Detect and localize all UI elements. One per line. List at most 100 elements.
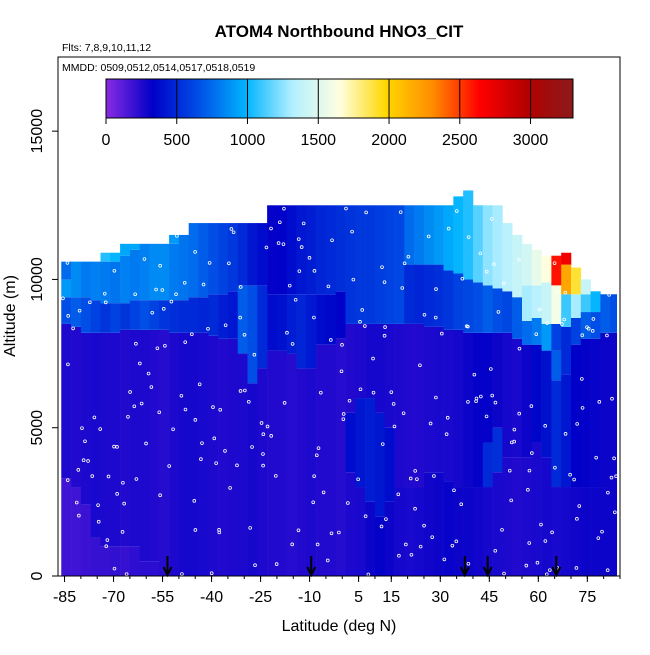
sample-point <box>312 315 316 320</box>
heatmap-cell <box>296 368 307 576</box>
heatmap-cell <box>531 249 542 286</box>
heatmap-cell <box>110 303 121 333</box>
heatmap-cell <box>325 205 337 295</box>
heatmap-cell <box>404 487 415 576</box>
sample-point <box>316 446 321 450</box>
heatmap-cell <box>414 205 425 265</box>
sample-point <box>575 422 579 426</box>
flights-label: Flts: 7,8,9,10,11,12 <box>62 42 151 54</box>
sample-point <box>218 407 223 412</box>
sample-point <box>543 539 548 543</box>
sample-point <box>269 226 273 231</box>
sample-point <box>413 506 417 511</box>
heatmap-cell <box>374 323 386 413</box>
sample-point <box>337 530 341 535</box>
sample-point <box>507 468 512 473</box>
sample-point <box>392 424 397 429</box>
sample-point <box>325 558 330 563</box>
sample-point <box>223 323 228 328</box>
colorbar-tick-label: 3000 <box>513 132 549 149</box>
heatmap-cell <box>492 332 503 428</box>
heatmap-cell <box>502 223 513 292</box>
heatmap-cell <box>159 243 170 301</box>
sample-point <box>88 300 92 305</box>
sample-point <box>161 307 166 311</box>
heatmap-cell <box>610 332 618 576</box>
heatmap-cell <box>521 320 533 345</box>
sample-point <box>264 245 269 250</box>
heatmap-cell <box>561 294 572 327</box>
sample-point <box>472 372 477 377</box>
heatmap-cell <box>570 344 582 488</box>
sample-point <box>276 241 281 245</box>
sample-point <box>509 498 513 503</box>
x-tick-label: 75 <box>578 589 596 606</box>
heatmap-cell <box>61 323 72 479</box>
heatmap-cell <box>472 282 484 333</box>
y-tick-label: 5000 <box>29 410 46 446</box>
sample-point <box>580 377 584 381</box>
heatmap-cell <box>512 338 523 458</box>
sample-point <box>182 280 187 285</box>
sample-point <box>606 490 610 495</box>
heatmap-cell <box>178 234 189 301</box>
heatmap-cell <box>61 279 72 298</box>
sample-point <box>261 452 265 456</box>
sample-point <box>605 568 610 572</box>
sample-point <box>163 343 167 348</box>
heatmap-cell <box>149 300 160 330</box>
heatmap-cell <box>551 285 562 324</box>
sample-point <box>312 269 317 273</box>
heatmap-cell <box>296 205 307 295</box>
sample-point <box>466 235 471 239</box>
heatmap-cell <box>414 323 425 488</box>
heatmap-cell <box>433 326 444 473</box>
sample-point <box>466 324 470 329</box>
sample-point <box>432 474 436 478</box>
sample-point <box>92 415 97 420</box>
sample-point <box>501 281 506 286</box>
heatmap-cell <box>394 205 405 324</box>
sample-point <box>613 510 617 515</box>
sample-point <box>530 451 534 455</box>
sample-point <box>103 300 108 305</box>
sample-point <box>380 442 385 446</box>
sample-point <box>344 206 348 211</box>
heatmap-cell <box>414 264 425 324</box>
sample-point <box>413 469 417 473</box>
heatmap-cell <box>531 442 542 576</box>
sample-point <box>597 400 602 404</box>
sample-point <box>77 513 81 518</box>
heatmap-cell <box>247 383 258 576</box>
heatmap-cell <box>120 329 131 547</box>
sample-point <box>193 528 198 532</box>
sample-point <box>290 542 295 547</box>
sample-point <box>600 529 604 534</box>
sample-point <box>297 269 302 273</box>
sample-point <box>409 553 414 557</box>
sample-point <box>71 326 75 331</box>
heatmap-cell <box>335 291 346 339</box>
sample-point <box>572 477 576 482</box>
heatmap-cell <box>237 285 248 354</box>
heatmap-cell <box>541 323 552 351</box>
sample-point <box>545 321 549 325</box>
heatmap-cell <box>159 300 170 330</box>
sample-point <box>197 382 202 387</box>
sample-point <box>83 439 87 444</box>
sample-point <box>253 563 257 568</box>
heatmap-cell <box>561 326 572 375</box>
sample-point <box>192 499 197 503</box>
sample-point <box>358 319 362 324</box>
sample-point <box>207 261 212 265</box>
flight-arrows <box>162 556 562 578</box>
heatmap-cell <box>433 205 444 265</box>
sample-point <box>406 254 411 259</box>
sample-point <box>371 356 375 361</box>
colorbar-tick-label: 2500 <box>442 132 478 149</box>
sample-point <box>543 424 548 428</box>
sample-point <box>223 449 227 453</box>
heatmap-cell <box>355 205 366 324</box>
heatmap-cell <box>541 282 552 324</box>
heatmap-cell <box>374 412 386 517</box>
